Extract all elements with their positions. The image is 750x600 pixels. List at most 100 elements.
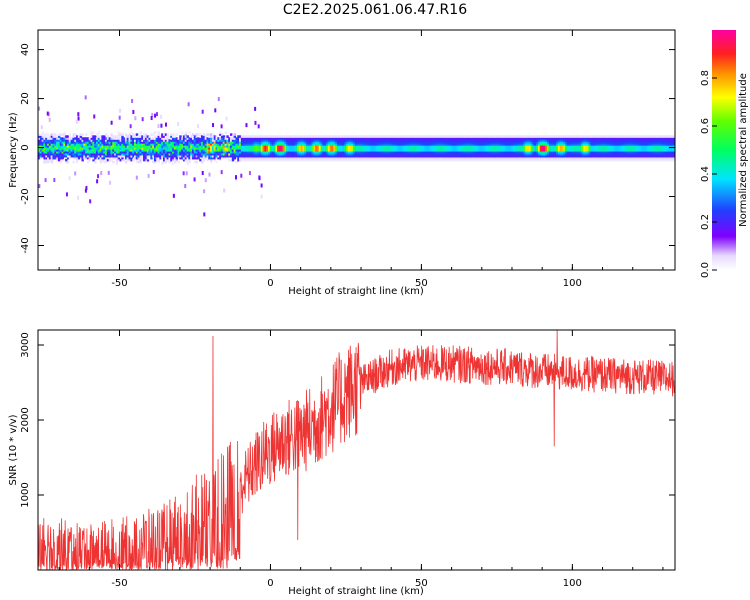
heatmap-cell [237,156,240,160]
heatmap-cell [556,139,559,142]
heatmap-cell [139,145,142,148]
heatmap-cell [633,152,637,156]
heatmap-cell [521,154,525,158]
heatmap-cell [101,154,104,158]
heatmap-cell [579,145,583,148]
heatmap-cell [162,160,166,164]
heatmap-cell [72,137,75,140]
heatmap-cell [83,143,86,146]
heatmap-cell [300,135,304,138]
heatmap-cell [326,141,329,144]
heatmap-cell [550,137,554,140]
heatmap-cell [246,141,249,144]
heatmap-cell [101,145,104,148]
heatmap-cell [202,135,206,138]
heatmap-cell [266,141,269,144]
heatmap-cell [548,145,552,148]
heatmap-cell [561,145,564,148]
heatmap-cell [554,141,557,144]
heatmap-cell [383,143,387,146]
heatmap-cell [351,139,354,142]
heatmap-cell [414,156,418,160]
heatmap-cell [90,137,93,140]
heatmap-cell [139,139,142,142]
heatmap-cell [385,154,389,158]
heatmap-cell [539,150,543,154]
heatmap-cell [614,150,617,154]
heatmap-cell [369,139,372,142]
heatmap-cell [99,160,102,164]
heatmap-cell [489,152,492,156]
heatmap-cell [661,147,664,150]
heatmap-cell [184,152,188,156]
heatmap-cell [465,154,468,158]
heatmap-cell [490,135,494,138]
heatmap-cell [461,145,465,148]
heatmap-cell [186,162,189,166]
heatmap-cell [351,147,354,150]
heatmap-cell [94,150,97,154]
heatmap-cell [48,139,52,142]
heatmap-cell [489,141,492,144]
heatmap-speck [44,178,47,183]
heatmap-cell [260,143,264,146]
heatmap-cell [164,152,168,156]
heatmap-cell [231,143,235,146]
heatmap-cell [487,152,490,156]
heatmap-cell [95,154,99,158]
heatmap-cell [597,156,601,160]
heatmap-cell [628,141,631,144]
heatmap-cell [280,156,284,160]
heatmap-cell [423,149,427,152]
heatmap-cell [639,158,642,162]
heatmap-cell [527,156,530,160]
heatmap-cell [478,154,481,158]
heatmap-cell [146,147,150,150]
heatmap-cell [548,150,552,154]
heatmap-cell [246,139,249,142]
heatmap-cell [132,139,135,142]
heatmap-cell [624,156,628,160]
heatmap-cell [318,143,322,146]
heatmap-cell [237,139,240,142]
heatmap-cell [581,135,584,138]
heatmap-cell [61,150,64,154]
heatmap-cell [594,137,597,140]
heatmap-cell [66,160,70,164]
heatmap-cell [123,150,126,154]
heatmap-cell [599,145,602,148]
heatmap-cell [490,137,494,140]
heatmap-cell [577,150,581,154]
heatmap-cell [66,154,70,158]
heatmap-cell [648,135,651,138]
heatmap-cell [664,156,668,160]
heatmap-cell [630,152,633,156]
heatmap-cell [380,158,383,162]
heatmap-cell [458,135,461,138]
heatmap-cell [211,152,215,156]
heatmap-cell [266,154,269,158]
heatmap-cell [409,135,412,138]
heatmap-cell [422,156,425,160]
heatmap-cell [161,150,164,154]
heatmap-cell [643,143,646,146]
heatmap-cell [465,145,468,148]
heatmap-cell [76,154,79,158]
heatmap-speck [203,189,206,194]
heatmap-cell [295,158,298,162]
heatmap-cell [220,150,224,154]
heatmap-cell [604,150,608,154]
heatmap-cell [396,135,400,138]
heatmap-cell [222,143,226,146]
heatmap-cell [536,147,539,150]
heatmap-cell [282,154,285,158]
heatmap-cell [162,133,166,136]
heatmap-cell [204,152,208,156]
heatmap-cell [443,139,447,142]
heatmap-cell [583,137,586,140]
heatmap-cell [311,143,314,146]
heatmap-cell [552,154,555,158]
heatmap-cell [639,145,642,148]
heatmap-speck [107,170,110,175]
heatmap-cell [391,145,394,148]
